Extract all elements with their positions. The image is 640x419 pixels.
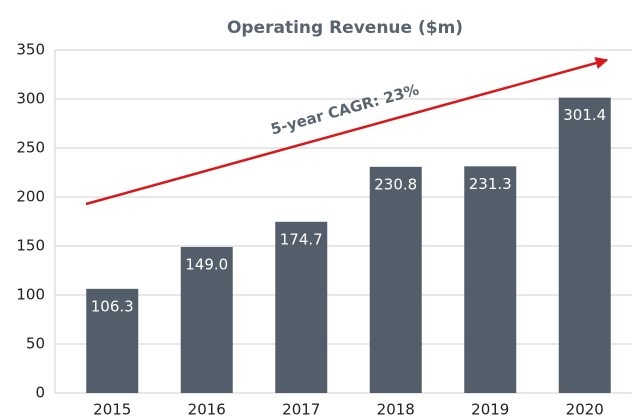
y-tick-label: 350	[16, 41, 45, 59]
y-tick-label: 250	[16, 139, 45, 157]
value-label: 230.8	[374, 175, 417, 193]
x-tick-label: 2018	[377, 401, 415, 419]
bar	[275, 221, 328, 393]
bar	[86, 288, 139, 393]
y-tick-label: 200	[16, 188, 45, 206]
annotation: 5-year CAGR: 23%	[269, 81, 421, 139]
y-tick-label: 300	[16, 90, 45, 108]
value-label: 106.3	[91, 297, 134, 315]
value-label: 174.7	[280, 230, 323, 248]
x-tick-label: 2016	[188, 401, 226, 419]
y-tick-label: 0	[35, 384, 45, 402]
x-tick-label: 2020	[566, 401, 604, 419]
value-label: 231.3	[469, 175, 512, 193]
bar	[558, 97, 611, 394]
bar	[180, 246, 233, 393]
y-tick-label: 150	[16, 237, 45, 255]
y-tick-label: 100	[16, 286, 45, 304]
x-tick-label: 2015	[93, 401, 131, 419]
bar	[464, 166, 517, 393]
chart-title: Operating Revenue ($m)	[227, 18, 463, 38]
value-label: 301.4	[563, 106, 606, 124]
x-tick-label: 2019	[471, 401, 509, 419]
x-tick-label: 2017	[282, 401, 320, 419]
y-tick-label: 50	[26, 335, 45, 353]
bar	[369, 166, 422, 393]
trend-arrow	[85, 56, 609, 206]
value-label: 149.0	[185, 255, 228, 273]
